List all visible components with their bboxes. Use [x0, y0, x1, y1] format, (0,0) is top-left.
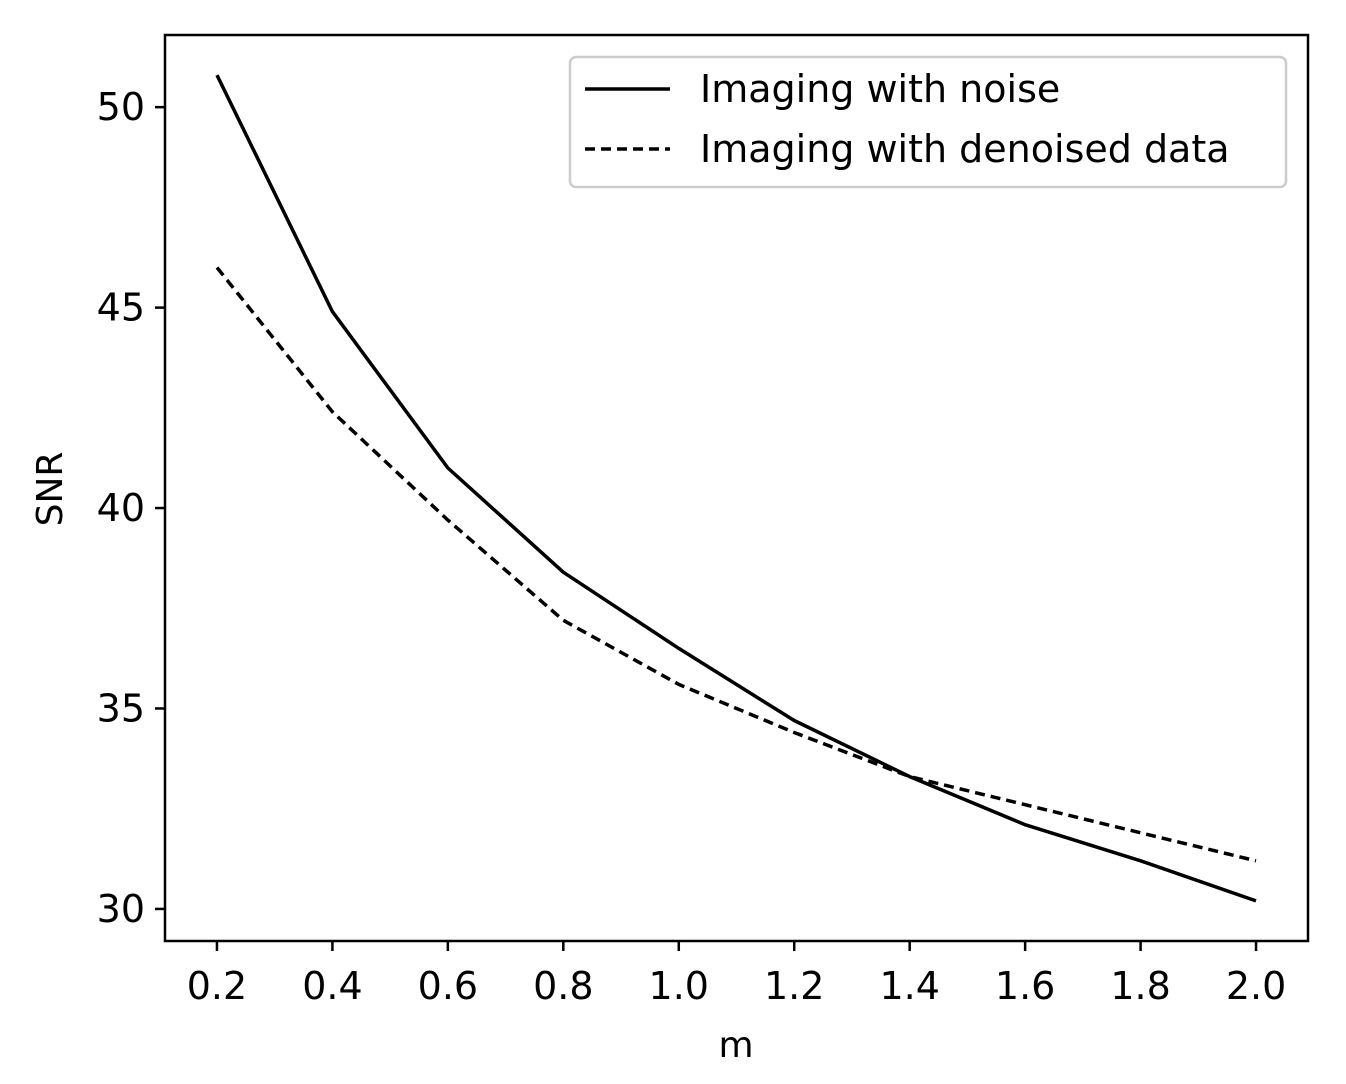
plot-frame [163, 33, 1310, 943]
y-tick-label: 45 [97, 286, 145, 330]
x-tick-label: 0.6 [418, 964, 478, 1008]
x-tick-label: 1.4 [879, 964, 939, 1008]
series-layer [215, 74, 1257, 903]
legend: Imaging with noise Imaging with denoised… [568, 55, 1288, 189]
x-tick-label: 1.8 [1110, 964, 1170, 1008]
legend-label-noise: Imaging with noise [700, 67, 1060, 111]
y-axis: 30 35 40 45 50 [97, 85, 165, 931]
x-axis: 0.2 0.4 0.6 0.8 1.0 1.2 1.4 1.6 1.8 2.0 [187, 941, 1286, 1008]
x-tick-label: 0.4 [302, 964, 362, 1008]
x-tick-label: 2.0 [1226, 964, 1286, 1008]
series-line-noise [215, 74, 1257, 903]
y-tick-label: 50 [97, 85, 145, 129]
legend-label-denoised: Imaging with denoised data [700, 127, 1230, 171]
x-tick-label: 1.6 [995, 964, 1055, 1008]
y-axis-label: SNR [30, 452, 71, 527]
y-tick-label: 40 [97, 486, 145, 530]
x-axis-label: m [718, 1025, 753, 1066]
x-tick-label: 0.8 [533, 964, 593, 1008]
y-tick-label: 35 [97, 686, 145, 730]
series-line-denoised [215, 266, 1257, 863]
x-tick-label: 1.0 [649, 964, 709, 1008]
x-tick-label: 0.2 [187, 964, 247, 1008]
x-tick-label: 1.2 [764, 964, 824, 1008]
y-tick-label: 30 [97, 887, 145, 931]
legend-box [568, 55, 1288, 189]
